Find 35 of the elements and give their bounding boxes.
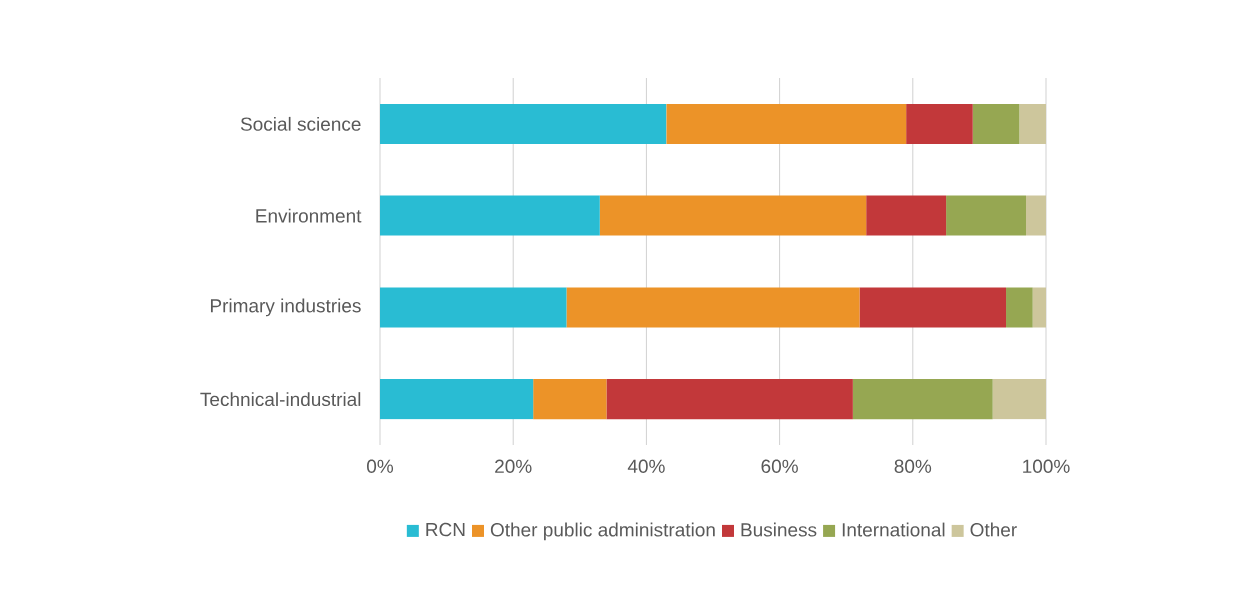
x-tick-label: 60% bbox=[761, 459, 798, 473]
bar bbox=[566, 287, 860, 328]
bar bbox=[859, 287, 1007, 328]
bar bbox=[946, 195, 1027, 236]
y-tick-label: Social science bbox=[240, 116, 361, 131]
bar bbox=[972, 103, 1020, 144]
bar bbox=[666, 103, 907, 144]
y-tick-label: Primary industries bbox=[210, 298, 361, 317]
x-tick-label: 0% bbox=[367, 459, 394, 473]
bar bbox=[1026, 195, 1046, 236]
y-tick-label: Technical-industrial bbox=[200, 392, 361, 407]
legend-label: Other public administration bbox=[490, 522, 715, 541]
legend-label: Business bbox=[741, 522, 817, 537]
x-tick-label: 40% bbox=[627, 459, 665, 473]
bar bbox=[852, 379, 993, 420]
x-tick-label: 80% bbox=[894, 459, 932, 473]
x-tick-label: 20% bbox=[495, 459, 532, 473]
bar bbox=[533, 379, 607, 420]
y-tick-label: Environment bbox=[256, 208, 362, 223]
legend-label: RCN bbox=[426, 522, 465, 537]
bar bbox=[1032, 287, 1046, 328]
bar bbox=[1006, 287, 1033, 328]
bar bbox=[906, 103, 973, 144]
bar bbox=[380, 195, 600, 236]
legend-label: International bbox=[842, 522, 945, 537]
bar bbox=[992, 379, 1046, 420]
bar bbox=[599, 195, 867, 236]
bar bbox=[380, 379, 534, 420]
bar bbox=[380, 287, 567, 328]
legend-label: Other bbox=[970, 522, 1017, 537]
x-tick-label: 100% bbox=[1023, 459, 1070, 473]
bar bbox=[1019, 103, 1046, 144]
bar bbox=[866, 195, 947, 236]
bar bbox=[606, 379, 853, 420]
bar bbox=[380, 103, 667, 144]
